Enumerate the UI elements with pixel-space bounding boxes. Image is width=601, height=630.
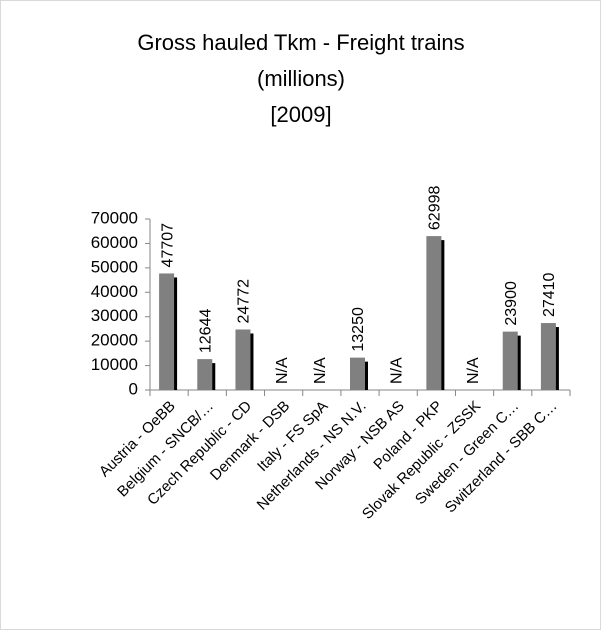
y-tick-label: 60000	[91, 233, 138, 252]
data-label: 13250	[350, 307, 367, 352]
y-tick-label: 50000	[91, 257, 138, 276]
bar	[426, 236, 442, 390]
data-label: 27410	[541, 272, 558, 317]
data-label: 62998	[427, 186, 444, 231]
y-tick-label: 10000	[91, 355, 138, 374]
data-label: 24772	[236, 279, 253, 324]
data-label: 47707	[159, 223, 176, 268]
chart-title: (millions)	[257, 66, 345, 91]
bar	[159, 273, 175, 390]
data-label: 23900	[503, 281, 520, 326]
y-tick-label: 40000	[91, 282, 138, 301]
y-tick-label: 30000	[91, 306, 138, 325]
y-tick-label: 0	[129, 379, 138, 398]
data-label: N/A	[388, 357, 405, 384]
y-tick-label: 70000	[91, 208, 138, 227]
data-label: N/A	[465, 357, 482, 384]
y-tick-label: 20000	[91, 331, 138, 350]
bar	[540, 323, 556, 390]
chart-title: [2009]	[270, 102, 331, 127]
chart-title: Gross hauled Tkm - Freight trains	[137, 30, 464, 55]
bar	[350, 357, 365, 390]
bar	[502, 331, 518, 390]
bar	[235, 329, 251, 390]
data-label: N/A	[274, 357, 291, 384]
data-label: N/A	[312, 357, 329, 384]
bar	[197, 359, 213, 390]
data-label: 12644	[197, 309, 214, 354]
